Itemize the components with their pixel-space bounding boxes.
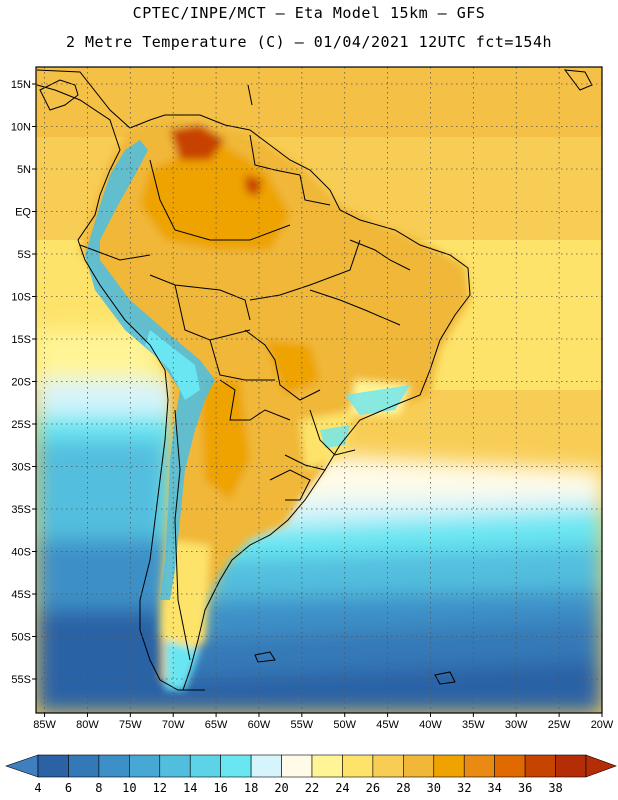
coastline-borders (36, 69, 593, 691)
colorbar-swatch (403, 754, 435, 778)
lon-label: 65W (205, 719, 228, 731)
map-title-line1: CPTEC/INPE/MCT – Eta Model 15km – GFS (132, 4, 486, 22)
lat-label: 25S (11, 419, 31, 431)
colorbar-swatch (433, 754, 465, 778)
lon-label: 30W (505, 719, 528, 731)
colorbar (5, 754, 617, 778)
lon-label: 60W (248, 719, 271, 731)
lat-label: 10N (11, 122, 31, 134)
lat-label: 5N (17, 164, 31, 176)
temperature-field (36, 67, 602, 713)
colorbar-swatch (463, 754, 495, 778)
colorbar-label: 28 (396, 781, 411, 795)
lon-label: 75W (119, 719, 142, 731)
colorbar-label: 8 (95, 781, 103, 795)
lat-label: 20S (11, 377, 31, 389)
colorbar-swatch (250, 754, 282, 778)
lat-label: EQ (15, 207, 31, 219)
colorbar-swatch (372, 754, 404, 778)
lat-label: 10S (11, 292, 31, 304)
lon-label: 80W (76, 719, 99, 731)
lon-label: 40W (419, 719, 442, 731)
lon-label: 25W (548, 719, 571, 731)
lon-label: 55W (291, 719, 314, 731)
colorbar-label: 6 (64, 781, 73, 795)
colorbar-label: 36 (517, 781, 533, 795)
andes-cold-band (85, 140, 215, 600)
lon-label: 85W (33, 719, 56, 731)
lat-label: 5S (18, 249, 31, 261)
lat-label: 30S (11, 462, 31, 474)
colorbar-swatch (129, 754, 161, 778)
colorbar-swatch (37, 754, 69, 778)
map-title-line2: 2 Metre Temperature (C) – 01/04/2021 12U… (65, 33, 553, 51)
colorbar-label: 30 (426, 781, 441, 795)
colorbar-swatch (311, 754, 343, 778)
lat-label: 35S (11, 504, 31, 516)
colorbar-swatch (281, 754, 313, 778)
lon-label: 45W (376, 719, 399, 731)
lon-label: 50W (333, 719, 356, 731)
colorbar-label: 34 (487, 781, 502, 795)
colorbar-label: 12 (152, 781, 167, 795)
colorbar-swatch (189, 754, 221, 778)
colorbar-label: 20 (274, 781, 289, 795)
colorbar-label: 24 (335, 781, 350, 795)
lat-label: 15N (11, 79, 31, 91)
colorbar-swatch (68, 754, 100, 778)
colorbar-label: 10 (122, 781, 137, 795)
lat-label: 50S (11, 632, 31, 644)
lon-label: 20W (591, 719, 614, 731)
colorbar-swatch (159, 754, 191, 778)
lat-label: 40S (11, 547, 31, 559)
colorbar-label: 38 (548, 781, 563, 795)
colorbar-label: 26 (365, 781, 381, 795)
lat-label: 15S (11, 334, 31, 346)
lon-label: 70W (162, 719, 185, 731)
colorbar-label: 18 (243, 781, 259, 795)
colorbar-label: 14 (182, 781, 198, 795)
lon-label: 35W (462, 719, 485, 731)
colorbar-swatch (555, 754, 587, 778)
colorbar-label: 22 (304, 781, 320, 795)
lat-label: 45S (11, 589, 31, 601)
map-frame (35, 66, 603, 714)
colorbar-swatch (220, 754, 252, 778)
colorbar-swatch (494, 754, 526, 778)
colorbar-swatch (524, 754, 556, 778)
colorbar-high-arrow (585, 754, 617, 778)
colorbar-low-arrow (5, 754, 39, 778)
lat-label: 55S (11, 674, 31, 686)
colorbar-swatch (98, 754, 130, 778)
colorbar-label: 4 (34, 781, 42, 795)
colorbar-label: 16 (213, 781, 228, 795)
colorbar-label: 32 (456, 781, 472, 795)
colorbar-swatch (342, 754, 374, 778)
